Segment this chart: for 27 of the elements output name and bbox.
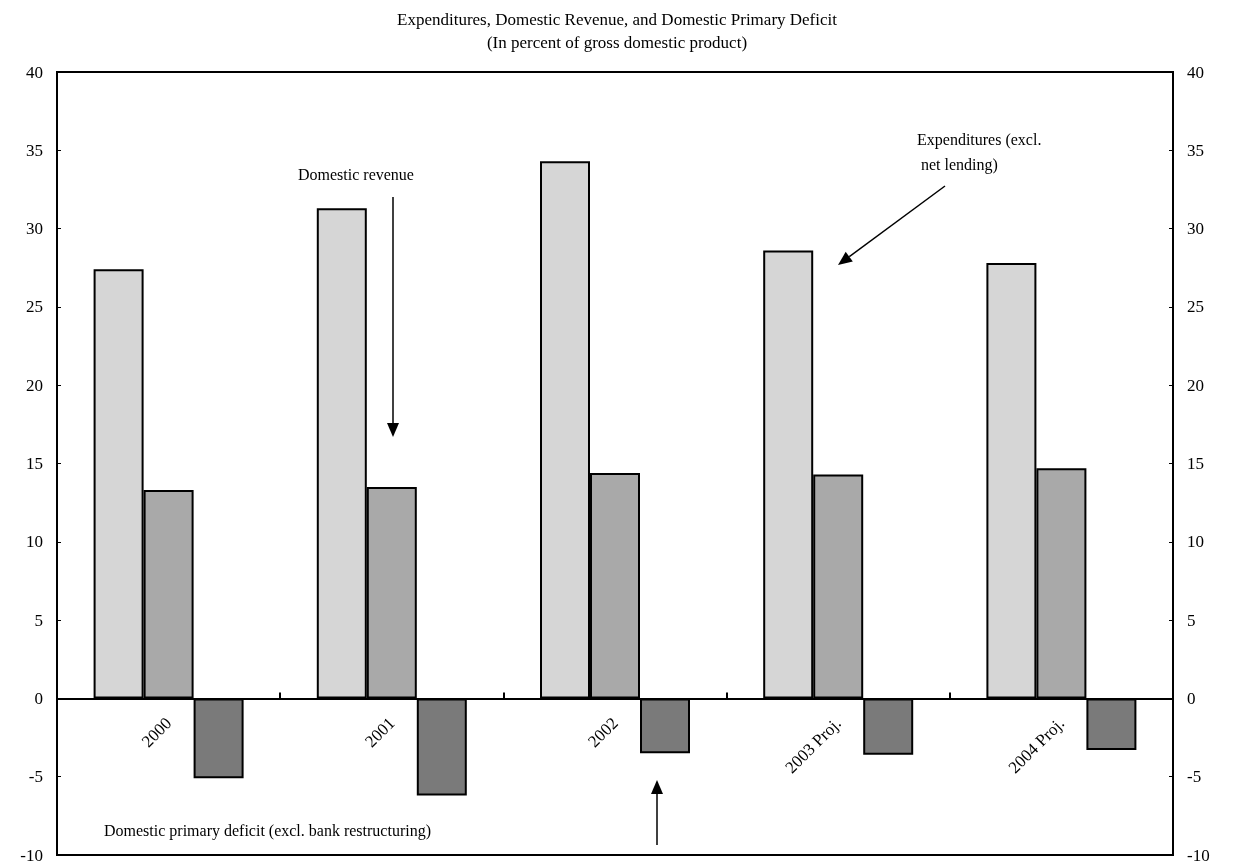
y-tick-label: 35 xyxy=(26,140,43,160)
y-tick-label: 15 xyxy=(26,454,43,473)
y-tick-label: 20 xyxy=(26,375,43,395)
y-tick-label: 40 xyxy=(26,62,43,82)
y2-tick-label: -5 xyxy=(1187,767,1202,787)
y-tick-label: 30 xyxy=(26,219,43,239)
y2-tick-label: 15 xyxy=(1187,454,1204,473)
y2-tick-label: 35 xyxy=(1187,140,1204,160)
y2-tick-label: 20 xyxy=(1187,375,1204,395)
y-tick-label: -5 xyxy=(28,767,43,787)
y-tick-label: 5 xyxy=(34,610,43,630)
y2-tick-label: -10 xyxy=(1187,845,1210,864)
y-tick-label: 0 xyxy=(34,688,43,708)
y2-tick-label: 25 xyxy=(1187,297,1204,317)
annotation: Expenditures (excl. net lending) xyxy=(917,131,1042,174)
y2-tick-label: 10 xyxy=(1187,532,1204,552)
chart-title: Expenditures, Domestic Revenue, and Domestic Primary Deficit xyxy=(397,10,838,29)
y-tick-label: 10 xyxy=(26,532,43,552)
y2-tick-label: 0 xyxy=(1187,688,1196,708)
chart-subtitle: (In percent of gross domestic product) xyxy=(486,33,748,52)
annotation: Domestic primary deficit (excl. bank restructuring) xyxy=(104,822,431,840)
y-tick-label: 25 xyxy=(26,297,43,317)
annotation: Domestic revenue xyxy=(298,166,414,183)
y2-tick-label: 5 xyxy=(1187,610,1196,630)
y2-tick-label: 40 xyxy=(1187,62,1204,82)
y2-tick-label: 30 xyxy=(1187,219,1204,239)
y-tick-label: -10 xyxy=(20,845,43,864)
